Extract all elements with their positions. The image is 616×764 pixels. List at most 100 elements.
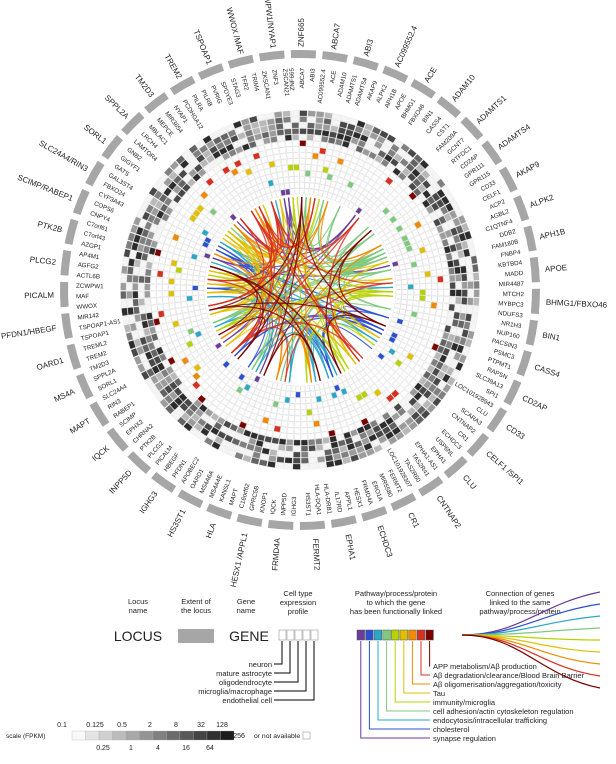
pathway-cell bbox=[173, 247, 181, 255]
pathway-cell bbox=[312, 408, 319, 416]
pathway-cell bbox=[406, 352, 415, 361]
pathway-cell bbox=[355, 406, 364, 415]
pathway-cell bbox=[269, 412, 277, 420]
expression-cell bbox=[142, 245, 151, 254]
pathway-cell bbox=[288, 409, 295, 416]
expression-cell bbox=[260, 453, 269, 461]
legend-locus-example: LOCUS bbox=[114, 628, 162, 644]
pathway-cell bbox=[198, 233, 207, 241]
pathway-cell bbox=[158, 257, 166, 265]
locus-label: AKAP9 bbox=[514, 159, 541, 179]
pathway-cell bbox=[385, 211, 394, 220]
expression-cell bbox=[149, 223, 158, 233]
pathway-cell bbox=[323, 160, 331, 168]
pathway-cell bbox=[419, 217, 428, 227]
pathway-cell bbox=[186, 353, 195, 362]
legend-pathway-leader bbox=[403, 641, 430, 694]
pathway-cell bbox=[399, 190, 408, 200]
pathway-cell bbox=[387, 247, 395, 254]
pathway-cell bbox=[354, 178, 363, 186]
pathway-cell bbox=[236, 207, 244, 215]
pathway-cell bbox=[163, 264, 171, 272]
expression-cell bbox=[226, 428, 236, 438]
legend-pathway-box bbox=[391, 629, 400, 641]
pathway-cell bbox=[162, 271, 170, 278]
pathway-cell bbox=[371, 397, 381, 406]
pathway-cell bbox=[245, 194, 253, 202]
pathway-cell bbox=[167, 356, 176, 366]
expression-cell bbox=[468, 247, 477, 256]
expression-cell bbox=[178, 169, 188, 179]
locus-label: BIN1 bbox=[542, 331, 562, 343]
pathway-cell bbox=[217, 372, 226, 381]
pathway-cell bbox=[267, 155, 275, 162]
expression-cell bbox=[444, 324, 452, 333]
pathway-cell bbox=[425, 295, 432, 302]
expression-cell bbox=[120, 274, 127, 283]
pathway-cell bbox=[211, 398, 221, 408]
expression-cell bbox=[466, 238, 475, 248]
pathway-cell bbox=[207, 243, 215, 251]
pathway-cell bbox=[180, 285, 187, 291]
pathway-cell bbox=[360, 417, 369, 426]
expression-cell bbox=[127, 232, 136, 242]
locus-label: AC099552.4 bbox=[393, 24, 419, 69]
pathway-cell bbox=[416, 312, 424, 319]
expression-cell bbox=[436, 188, 446, 199]
pathway-cell bbox=[150, 283, 157, 291]
legend-gene-name-label: name bbox=[237, 606, 256, 615]
pathway-cell bbox=[255, 382, 263, 391]
pathway-cell bbox=[323, 406, 331, 414]
expression-cell bbox=[147, 341, 156, 351]
pathway-cell bbox=[207, 330, 215, 337]
pathway-cell bbox=[158, 235, 167, 244]
pathway-cell bbox=[195, 260, 203, 267]
pathway-cell bbox=[204, 195, 213, 204]
pathway-cell bbox=[425, 283, 432, 290]
legend-scale-cell bbox=[139, 730, 154, 741]
pathway-cell bbox=[367, 179, 376, 188]
pathway-cell bbox=[299, 140, 307, 147]
expression-cell bbox=[300, 445, 309, 452]
pathway-cell bbox=[412, 206, 421, 215]
gene-label: WWOX bbox=[76, 302, 97, 311]
expression-cell bbox=[380, 158, 390, 168]
legend-cell-type-label: Cell type bbox=[283, 589, 312, 598]
pathway-cell bbox=[354, 199, 362, 207]
legend-na-box bbox=[302, 731, 311, 740]
expression-cell bbox=[129, 322, 138, 332]
pathway-cell bbox=[385, 393, 395, 403]
pathway-cell bbox=[419, 352, 428, 362]
expression-cell bbox=[278, 444, 286, 451]
pathway-cell bbox=[205, 326, 213, 333]
pathway-cell bbox=[326, 142, 335, 150]
expression-cell bbox=[322, 437, 330, 444]
pathway-cell bbox=[424, 270, 431, 278]
pathway-cell bbox=[418, 271, 426, 278]
pathway-cell bbox=[251, 426, 260, 434]
pathway-cell bbox=[212, 338, 220, 346]
expression-cell bbox=[450, 199, 460, 210]
locus-label: WWOX /MAF bbox=[225, 7, 246, 56]
pathway-cell bbox=[332, 188, 340, 196]
pathway-cell bbox=[401, 294, 408, 300]
pathway-cell bbox=[209, 182, 218, 191]
pathway-cell bbox=[197, 368, 206, 377]
pathway-cell bbox=[254, 190, 262, 198]
expression-cell bbox=[469, 322, 477, 332]
pathway-cell bbox=[390, 198, 399, 207]
expression-cell bbox=[277, 450, 286, 457]
expression-cell bbox=[168, 381, 178, 391]
expression-cell bbox=[418, 385, 428, 396]
expression-cell bbox=[340, 115, 350, 123]
expression-cell bbox=[447, 333, 456, 342]
pathway-cell bbox=[180, 301, 188, 308]
expression-cell bbox=[177, 179, 187, 189]
expression-cell bbox=[141, 320, 149, 329]
expression-cell bbox=[353, 440, 363, 449]
pathway-cell bbox=[212, 195, 221, 204]
pathway-cell bbox=[422, 223, 431, 232]
pathway-cell bbox=[292, 140, 300, 147]
pathway-cell bbox=[370, 195, 378, 204]
expression-cell bbox=[148, 247, 156, 256]
